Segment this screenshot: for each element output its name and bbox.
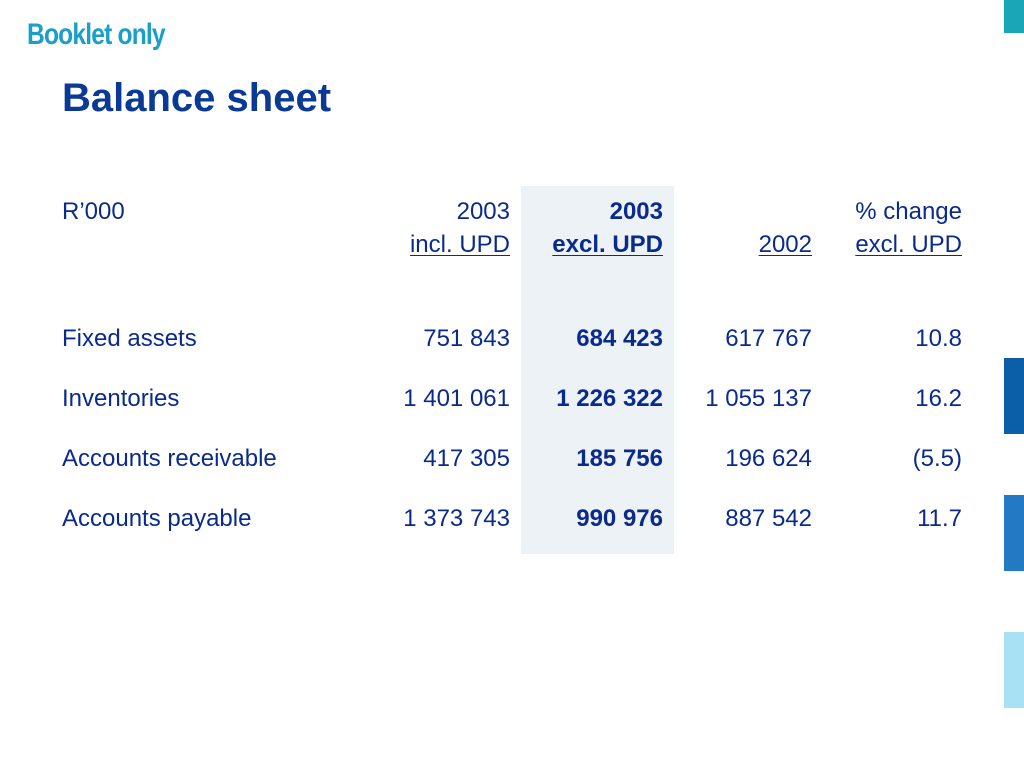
table-cell: 10.8 bbox=[915, 325, 962, 352]
table-cell: 751 843 bbox=[423, 325, 510, 352]
table-cell: 1 055 137 bbox=[705, 385, 812, 412]
row-label-inventories: Inventories bbox=[62, 385, 180, 412]
column-header-change-line1: % change bbox=[855, 198, 962, 225]
column-header-2003-excl-line2: excl. UPD bbox=[552, 231, 663, 258]
decorative-side-bar bbox=[1004, 0, 1024, 33]
table-cell: 16.2 bbox=[915, 385, 962, 412]
row-label-fixed-assets: Fixed assets bbox=[62, 325, 197, 352]
column-header-2002: 2002 bbox=[758, 231, 812, 258]
column-header-2003-excl-line1: 2003 bbox=[609, 198, 663, 225]
page-title: Balance sheet bbox=[62, 76, 332, 120]
decorative-side-bar bbox=[1004, 495, 1024, 571]
unit-label: R’000 bbox=[62, 198, 125, 225]
table-cell: 684 423 bbox=[576, 325, 663, 352]
row-label-accounts-receivable: Accounts receivable bbox=[62, 445, 277, 472]
decorative-side-bar bbox=[1004, 632, 1024, 708]
table-cell: 417 305 bbox=[423, 445, 510, 472]
table-cell: 990 976 bbox=[576, 505, 663, 532]
decorative-side-bar bbox=[1004, 358, 1024, 434]
column-header-change-line2: excl. UPD bbox=[855, 231, 962, 258]
table-cell: 1 373 743 bbox=[403, 505, 510, 532]
highlight-column-background bbox=[521, 186, 674, 554]
table-cell: (5.5) bbox=[912, 445, 962, 472]
table-cell: 196 624 bbox=[725, 445, 812, 472]
table-cell: 1 226 322 bbox=[556, 385, 663, 412]
row-label-accounts-payable: Accounts payable bbox=[62, 505, 252, 532]
column-header-2003-incl-line1: 2003 bbox=[456, 198, 510, 225]
table-cell: 887 542 bbox=[725, 505, 812, 532]
table-cell: 617 767 bbox=[725, 325, 812, 352]
table-cell: 185 756 bbox=[576, 445, 663, 472]
table-cell: 11.7 bbox=[917, 505, 962, 532]
booklet-only-note: Booklet only bbox=[27, 18, 166, 51]
column-header-2003-incl-line2: incl. UPD bbox=[409, 231, 510, 258]
table-cell: 1 401 061 bbox=[403, 385, 510, 412]
